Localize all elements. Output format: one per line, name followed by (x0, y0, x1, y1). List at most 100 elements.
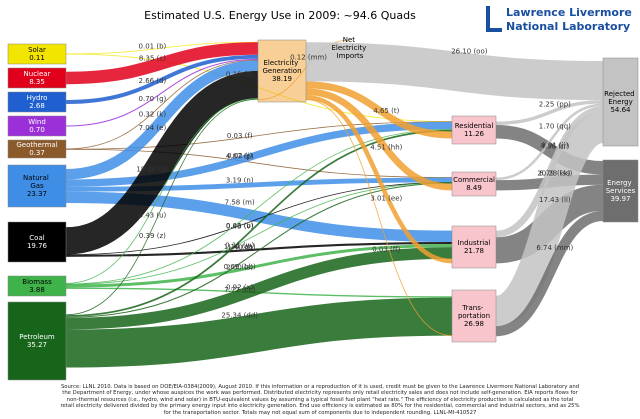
flow (65, 98, 259, 284)
node-value: 39.97 (610, 195, 630, 203)
node-box (7, 275, 67, 297)
flow (305, 81, 453, 139)
flow-label: 2.00 (s) (226, 263, 253, 271)
node-label: Trans- portation (458, 304, 490, 320)
node-label: Coal (29, 234, 44, 242)
flow (495, 103, 604, 181)
flow-label: 17.43 (ll) (539, 196, 571, 204)
node-box (7, 301, 67, 381)
flow-label: 2.25 (pp) (539, 101, 571, 109)
node-value: 11.26 (464, 130, 485, 138)
flow-label: 1.40 (l) (227, 243, 252, 251)
footnote: Source: LLNL 2010. Data is based on DOE/… (60, 384, 580, 416)
node-box (7, 91, 67, 113)
node-box (7, 139, 67, 159)
flows (65, 39, 606, 368)
logo-bar (486, 6, 490, 32)
node-label: Natural Gas (23, 174, 51, 190)
flow-label: 26.10 (oo) (451, 47, 488, 55)
flow (65, 54, 259, 104)
node-box (451, 115, 497, 145)
label-line: Electricity (332, 44, 369, 52)
flow (305, 42, 604, 101)
logo-text: Lawrence Livermore (506, 6, 632, 19)
flow-label: 0.10 (a) (226, 70, 254, 78)
label-line: Imports (337, 52, 364, 60)
flow (65, 58, 259, 127)
node-box (451, 171, 497, 197)
flow (493, 112, 606, 327)
logo: Lawrence Livermore National Laboratory (486, 6, 632, 33)
node-value: 35.27 (27, 341, 47, 349)
flow-label: 0.43 (u) (139, 211, 167, 219)
flow-label: 4.51 (hh) (370, 143, 402, 151)
flow-label: 4.36 (rr) (540, 143, 569, 151)
node-label: Petroleum (19, 333, 55, 341)
label-line: Wind (28, 118, 46, 126)
flow-label: 0.92 (x) (226, 284, 254, 292)
flow (65, 244, 453, 288)
flow (305, 88, 453, 191)
label-line: Nuclear (24, 70, 51, 78)
flow-label: 0.70 (g) (139, 95, 167, 103)
node-value: 23.37 (27, 190, 47, 198)
label-line: Energy (607, 179, 634, 187)
logo-bar (486, 28, 502, 32)
flow (65, 60, 259, 180)
node-value: 0.37 (29, 149, 45, 157)
flow-label: 4.87 (p) (226, 152, 254, 160)
node-label: Geothermal (16, 141, 57, 149)
flow-label: 0.39 (z) (139, 232, 166, 240)
flow (495, 210, 604, 337)
flow-label: 0.03 (ff) (372, 246, 400, 254)
flow-label: 6.79 (kk) (539, 170, 571, 178)
flow-label: 4.65 (t) (373, 107, 399, 115)
node-label: Commercial (453, 176, 495, 184)
node-value: 2.68 (29, 102, 45, 110)
label-line: Coal (29, 234, 44, 242)
flow-label: 0.12 (mm) (290, 53, 327, 61)
flow-label: 1.16 (aa) (224, 243, 256, 251)
node-label: Nuclear (24, 70, 51, 78)
flow-label: 0.02 (j) (227, 152, 252, 160)
node-label: Solar (28, 46, 46, 54)
node-box (7, 221, 67, 263)
flow-label: 25.34 (dd) (221, 311, 258, 319)
label-line: Net (343, 36, 358, 44)
label-line: Generation (262, 67, 301, 75)
flow (305, 95, 453, 264)
flow-label: 7.77 (cc) (224, 286, 255, 294)
node-box (7, 43, 67, 65)
flow-label: 0.03 (f) (227, 132, 253, 140)
flow (65, 42, 259, 85)
node-box (602, 159, 639, 223)
label-line: Rejected (604, 90, 637, 98)
flow-label: 0.06 (b) (226, 222, 254, 230)
flow-labels: 0.01 (b) 0.10 (a) 8.35 (c) 2.66 (d) 0.70 (g)… (136, 42, 573, 319)
node-box (257, 39, 307, 103)
node-label: Hydro (27, 94, 48, 102)
flow-label: 18.30 (g) (136, 165, 168, 173)
node-box (7, 67, 67, 89)
node-value: 54.64 (610, 106, 631, 114)
label-line: Natural (23, 174, 51, 182)
node-label: Electricity Generation (262, 59, 301, 75)
flow (65, 247, 453, 330)
flow-label: 0.43 (v) (226, 223, 254, 231)
flow (65, 59, 259, 150)
node-value: 3.88 (29, 286, 45, 294)
flow-label: 20.23 (ss) (537, 170, 572, 178)
label-line: Trans- (461, 304, 485, 312)
label-line: Residential (455, 122, 494, 130)
flow-label: 7.04 (e) (139, 124, 167, 132)
flow (65, 242, 453, 257)
flow-label: 0.01 (b) (139, 42, 167, 50)
node-value: 0.70 (29, 126, 45, 134)
flow-label: 2.66 (d) (139, 77, 167, 85)
flow-label: 0.69 (bb) (224, 263, 256, 271)
flow-label: 6.74 (mm) (536, 244, 573, 252)
node-box (7, 164, 67, 208)
flow-label: 0.11 (w) (225, 241, 254, 249)
